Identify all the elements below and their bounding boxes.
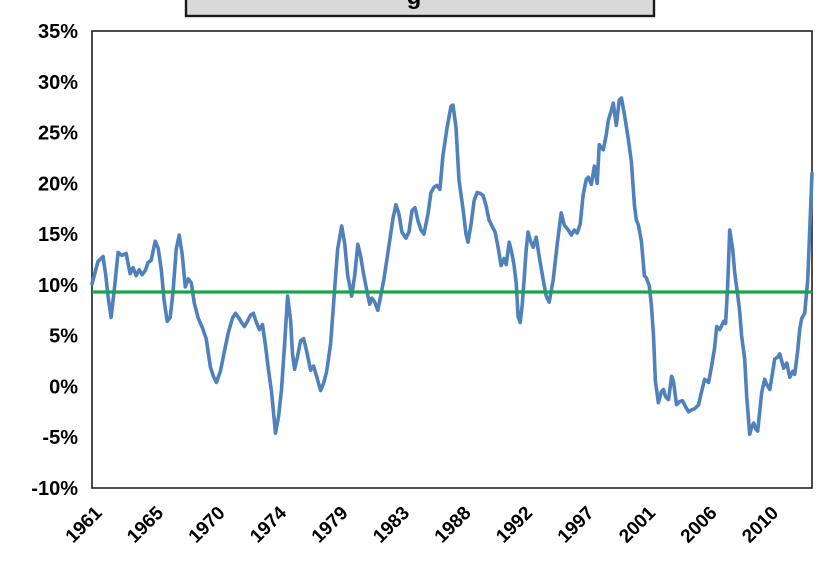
x-axis-tick-label: 1961 [62, 502, 107, 547]
series-line [90, 96, 814, 437]
x-axis-tick-label: 1970 [185, 503, 230, 548]
title-text-fragment: g [407, 0, 422, 10]
y-axis-tick-label: 30% [38, 72, 78, 94]
x-axis-tick-label: 1965 [123, 502, 168, 547]
y-axis-tick-label: 5% [49, 326, 78, 348]
y-axis-tick-label: 20% [38, 173, 78, 195]
y-axis-tick-label: -5% [42, 427, 78, 449]
x-axis-tick-label: 1979 [308, 503, 353, 548]
x-axis-tick-label: 2001 [615, 502, 660, 547]
x-axis-tick-label: 1992 [492, 503, 537, 548]
title-box [184, 0, 656, 18]
x-axis-tick-label: 1983 [369, 503, 414, 548]
x-axis-tick-label: 1974 [246, 502, 291, 547]
plot-border [91, 30, 813, 489]
x-axis-tick-label: 1988 [431, 503, 476, 548]
x-axis-tick-label: 1997 [554, 503, 599, 548]
y-axis-tick-label: -10% [31, 478, 78, 500]
y-axis-tick-label: 35% [38, 21, 78, 43]
y-axis-tick-label: 15% [38, 224, 78, 246]
y-axis-tick-label: 25% [38, 123, 78, 145]
y-axis-tick-label: 0% [49, 376, 78, 398]
x-axis-tick-label: 2010 [738, 503, 783, 548]
x-axis-tick-label: 2006 [677, 503, 722, 548]
y-axis-tick-label: 10% [38, 275, 78, 297]
